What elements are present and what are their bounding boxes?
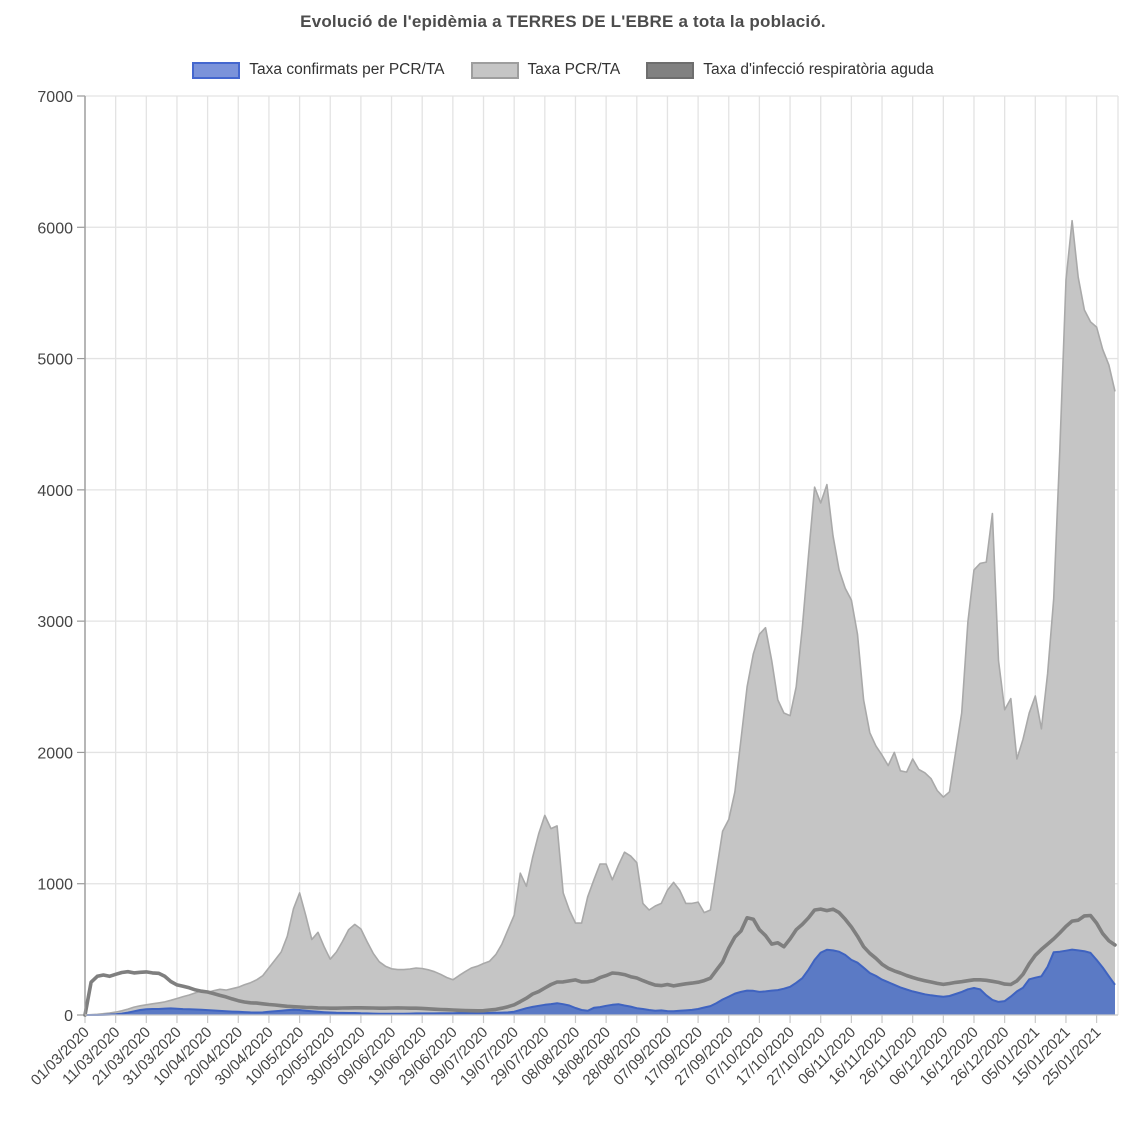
legend-label-confirmats: Taxa confirmats per PCR/TA (249, 61, 445, 78)
confirmats-area-edge (85, 948, 1116, 1016)
legend-item-ira: Taxa d'infecció respiratòria aguda (646, 61, 934, 79)
legend-item-pcr: Taxa PCR/TA (470, 61, 621, 79)
y-axis-tick-label: 5000 (37, 352, 73, 369)
ira-line (83, 907, 1117, 1017)
legend-item-confirmats: Taxa confirmats per PCR/TA (192, 61, 445, 79)
legend-swatch-confirmats (192, 61, 241, 79)
y-axis-tick-label: 1000 (37, 877, 73, 894)
y-axis-tick-label: 3000 (37, 614, 73, 631)
chart-title: Evolució de l'epidèmia a TERRES DE L'EBR… (300, 12, 826, 31)
y-axis-tick-label: 2000 (37, 745, 73, 762)
pcr-ta-area-edge (84, 219, 1116, 1016)
y-axis-tick-label: 4000 (37, 483, 73, 500)
confirmats-area (85, 949, 1115, 1015)
legend-swatch-pcr (470, 61, 519, 79)
pcr-ta-area (85, 220, 1115, 1015)
legend-label-pcr: Taxa PCR/TA (527, 61, 621, 78)
y-axis-tick-label: 0 (64, 1008, 73, 1025)
legend-label-ira: Taxa d'infecció respiratòria aguda (703, 61, 934, 78)
y-axis-tick-label: 6000 (37, 220, 73, 237)
legend-swatch-ira (646, 61, 695, 79)
y-axis-tick-label: 7000 (37, 89, 73, 106)
chart-legend: Taxa confirmats per PCR/TA Taxa PCR/TA T… (0, 61, 1126, 79)
